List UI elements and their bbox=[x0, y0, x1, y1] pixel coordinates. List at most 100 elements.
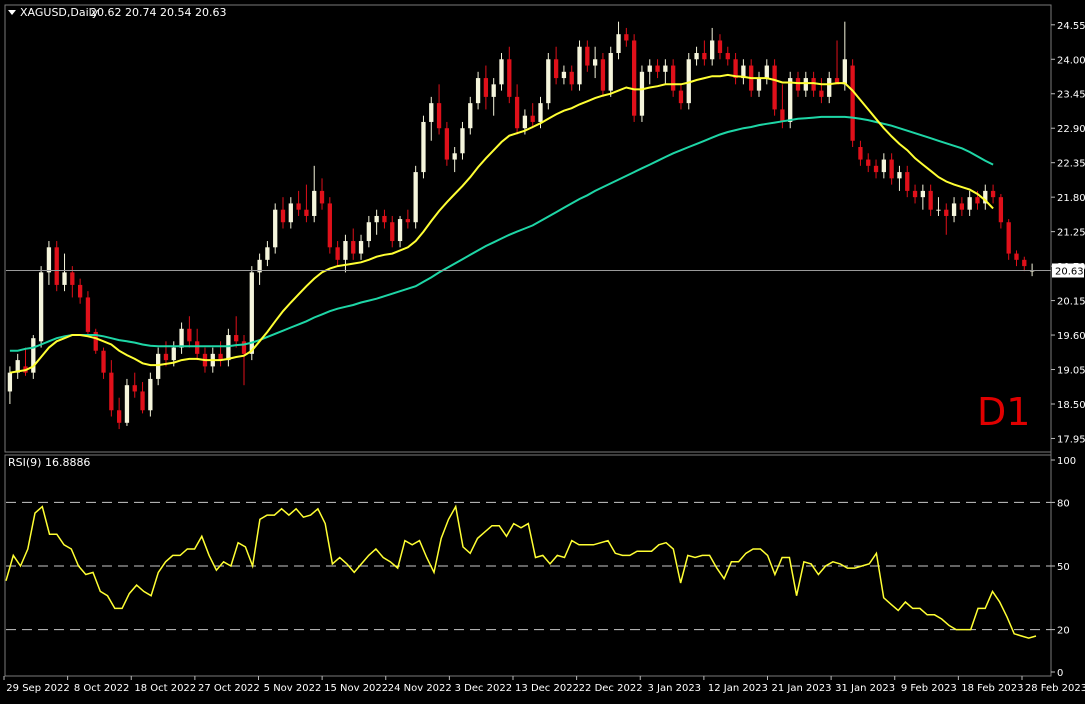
candle-body bbox=[124, 385, 130, 423]
candle-body bbox=[148, 378, 153, 411]
candle bbox=[280, 197, 286, 229]
candle-body bbox=[998, 197, 1004, 223]
candle bbox=[514, 84, 520, 135]
candle bbox=[577, 40, 582, 91]
time-tick-label: 24 Nov 2022 bbox=[388, 683, 452, 694]
candle bbox=[772, 59, 777, 116]
candle-body bbox=[733, 59, 738, 79]
candle bbox=[109, 360, 114, 417]
candle bbox=[959, 197, 965, 216]
candle-body bbox=[639, 71, 645, 116]
candle-body bbox=[811, 78, 816, 91]
candle bbox=[382, 209, 387, 229]
candle-body bbox=[920, 190, 926, 198]
candle-body bbox=[702, 53, 707, 60]
candle-body bbox=[405, 219, 411, 223]
candle-body bbox=[374, 215, 379, 223]
time-tick-label: 8 Oct 2022 bbox=[74, 683, 129, 694]
candle bbox=[694, 46, 699, 66]
candle-body bbox=[600, 59, 606, 91]
candle-body bbox=[546, 59, 551, 104]
candle-body bbox=[179, 328, 184, 348]
candle-body bbox=[905, 172, 910, 191]
candle-body bbox=[452, 153, 457, 160]
candle bbox=[257, 253, 262, 285]
candle bbox=[452, 147, 457, 173]
candle bbox=[1022, 256, 1027, 272]
symbol-header: XAGUSD,Daily bbox=[20, 6, 99, 19]
candle bbox=[897, 165, 902, 191]
candle-body bbox=[772, 65, 777, 110]
candle bbox=[1014, 250, 1019, 267]
price-panel-frame bbox=[4, 4, 1052, 453]
candle-body bbox=[803, 78, 808, 91]
candle-body bbox=[819, 90, 824, 97]
candle-body bbox=[959, 203, 965, 210]
candle-body bbox=[15, 360, 20, 373]
candle bbox=[38, 266, 44, 348]
candle-body bbox=[85, 297, 91, 332]
candle-body bbox=[382, 215, 387, 223]
dropdown-arrow-icon[interactable] bbox=[8, 10, 16, 15]
candle bbox=[967, 190, 972, 216]
candle bbox=[585, 40, 590, 72]
candle-body bbox=[827, 78, 832, 97]
candle bbox=[764, 59, 769, 85]
candle bbox=[241, 335, 247, 386]
candle bbox=[132, 372, 137, 398]
candle bbox=[491, 78, 496, 116]
candle bbox=[31, 335, 36, 379]
price-tick-label: 23.45 bbox=[1057, 90, 1085, 101]
candle bbox=[15, 353, 20, 379]
candle-body bbox=[686, 59, 691, 104]
candle-body bbox=[538, 103, 543, 122]
candle bbox=[1029, 263, 1035, 277]
time-tick-label: 31 Jan 2023 bbox=[835, 683, 895, 694]
candle-body bbox=[514, 96, 520, 129]
price-tick-label: 18.50 bbox=[1057, 400, 1085, 411]
fast-moving-average-line bbox=[9, 73, 994, 374]
candle bbox=[702, 40, 707, 66]
candle bbox=[998, 194, 1004, 229]
candle bbox=[983, 184, 988, 210]
candle bbox=[70, 266, 75, 298]
candle bbox=[483, 65, 489, 110]
price-tick-label: 24.00 bbox=[1057, 55, 1085, 66]
candle-body bbox=[577, 46, 582, 85]
candle-body bbox=[795, 78, 801, 91]
candle-body bbox=[944, 209, 949, 216]
candle-body bbox=[77, 284, 83, 298]
candle bbox=[811, 71, 816, 97]
time-tick-label: 18 Oct 2022 bbox=[134, 683, 196, 694]
candle bbox=[468, 96, 473, 135]
candle-body bbox=[249, 272, 254, 354]
current-price-label: 20.63 bbox=[1055, 266, 1084, 277]
candle-body bbox=[7, 372, 13, 392]
candle-body bbox=[421, 121, 426, 173]
time-tick-label: 28 Feb 2023 bbox=[1025, 683, 1085, 694]
time-tick-label: 3 Dec 2022 bbox=[455, 683, 513, 694]
candle bbox=[850, 59, 855, 148]
candle bbox=[249, 266, 254, 361]
candle-body bbox=[975, 197, 980, 204]
candle-body bbox=[265, 247, 270, 260]
candle-body bbox=[234, 335, 239, 342]
candle-body bbox=[171, 347, 176, 361]
candle-body bbox=[858, 147, 863, 160]
candle-body bbox=[983, 190, 988, 204]
candle-body bbox=[257, 259, 262, 273]
candle-body bbox=[70, 272, 75, 285]
price-tick-label: 24.55 bbox=[1057, 21, 1085, 32]
candle bbox=[866, 153, 871, 173]
candle-body bbox=[468, 103, 473, 129]
price-tick-label: 21.25 bbox=[1057, 228, 1085, 239]
candle-body bbox=[296, 203, 301, 210]
candle-body bbox=[444, 128, 450, 160]
candle bbox=[405, 209, 411, 229]
candle bbox=[795, 71, 801, 97]
candle-body bbox=[741, 65, 746, 79]
time-tick-label: 22 Dec 2022 bbox=[579, 683, 643, 694]
candle bbox=[358, 234, 364, 260]
